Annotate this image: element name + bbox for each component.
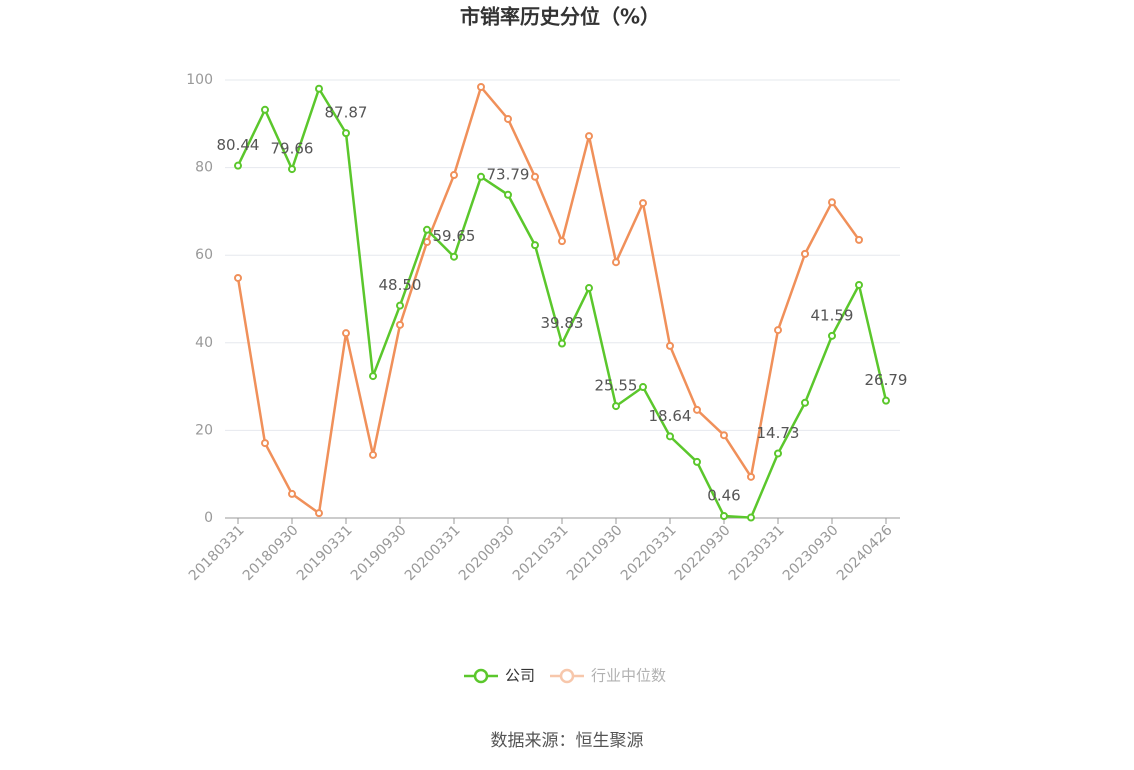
data-point xyxy=(288,165,296,174)
data-label: 14.73 xyxy=(757,424,800,442)
data-point xyxy=(477,172,485,181)
x-tick-label: 20240426 xyxy=(834,522,896,584)
data-point xyxy=(288,489,296,498)
data-point xyxy=(261,105,269,114)
data-point xyxy=(558,237,566,246)
data-label: 26.79 xyxy=(865,371,908,389)
x-tick-label: 20200930 xyxy=(456,522,518,584)
data-point xyxy=(450,171,458,180)
data-point xyxy=(585,284,593,293)
data-point xyxy=(720,431,728,440)
data-point xyxy=(531,241,539,250)
y-tick-label: 40 xyxy=(195,335,213,351)
x-tick-label: 20210930 xyxy=(564,522,626,584)
data-point xyxy=(612,258,620,267)
data-point xyxy=(801,249,809,258)
data-point xyxy=(639,199,647,208)
chart-title: 市销率历史分位（%） xyxy=(460,5,660,29)
data-point xyxy=(666,341,674,350)
data-point xyxy=(342,329,350,338)
data-point xyxy=(693,457,701,466)
data-point xyxy=(423,225,431,234)
x-tick-label: 20190331 xyxy=(294,522,356,584)
data-point xyxy=(855,280,863,289)
data-point xyxy=(315,84,323,93)
data-point xyxy=(693,405,701,414)
x-tick-label: 20230331 xyxy=(726,522,788,584)
y-tick-label: 60 xyxy=(195,247,213,263)
data-point xyxy=(774,449,782,458)
data-point xyxy=(234,161,242,170)
x-tick-label: 20220930 xyxy=(672,522,734,584)
data-point xyxy=(504,190,512,199)
data-point xyxy=(369,372,377,381)
data-point xyxy=(612,402,620,411)
data-point xyxy=(774,326,782,335)
legend-marker xyxy=(559,668,575,684)
data-point xyxy=(747,513,755,522)
data-point xyxy=(639,383,647,392)
data-label: 0.46 xyxy=(707,486,740,504)
data-point xyxy=(828,331,836,340)
data-point xyxy=(315,509,323,518)
data-point xyxy=(477,83,485,92)
y-tick-label: 0 xyxy=(204,510,213,526)
data-point xyxy=(828,198,836,207)
data-label: 59.65 xyxy=(433,227,476,245)
data-label: 41.59 xyxy=(811,306,854,324)
data-point xyxy=(261,439,269,448)
data-point xyxy=(396,320,404,329)
data-label: 25.55 xyxy=(595,377,638,395)
data-point xyxy=(666,432,674,441)
data-label: 79.66 xyxy=(271,140,314,158)
x-tick-label: 20180930 xyxy=(240,522,302,584)
data-point xyxy=(369,450,377,459)
data-point xyxy=(450,252,458,261)
x-tick-label: 20180331 xyxy=(186,522,248,584)
legend-label: 行业中位数 xyxy=(591,667,666,685)
legend-label: 公司 xyxy=(505,667,535,685)
data-point xyxy=(720,511,728,520)
data-point xyxy=(423,238,431,247)
x-tick-label: 20190930 xyxy=(348,522,410,584)
data-label: 39.83 xyxy=(541,314,584,332)
data-point xyxy=(531,172,539,181)
legend-marker xyxy=(473,668,489,684)
series-line xyxy=(236,84,861,516)
data-point xyxy=(558,339,566,348)
data-label: 48.50 xyxy=(379,276,422,294)
data-point xyxy=(396,301,404,310)
x-tick-label: 20200331 xyxy=(402,522,464,584)
legend-item: 行业中位数 xyxy=(550,667,666,685)
y-tick-label: 80 xyxy=(195,160,213,176)
data-point xyxy=(855,235,863,244)
legend-item: 公司 xyxy=(464,667,535,685)
data-label: 87.87 xyxy=(325,104,368,122)
data-point xyxy=(585,132,593,141)
x-tick-label: 20210331 xyxy=(510,522,572,584)
data-point xyxy=(801,398,809,407)
data-point xyxy=(747,472,755,481)
data-point xyxy=(234,273,242,282)
y-tick-label: 100 xyxy=(186,72,213,88)
data-point xyxy=(342,129,350,138)
data-point xyxy=(882,396,890,405)
x-tick-label: 20230930 xyxy=(780,522,842,584)
source: 数据来源：恒生聚源 xyxy=(491,731,644,751)
data-point xyxy=(504,114,512,123)
y-tick-label: 20 xyxy=(195,422,213,438)
x-tick-label: 20220331 xyxy=(618,522,680,584)
data-label: 80.44 xyxy=(217,136,260,154)
data-label: 18.64 xyxy=(649,407,692,425)
data-label: 73.79 xyxy=(487,165,530,183)
